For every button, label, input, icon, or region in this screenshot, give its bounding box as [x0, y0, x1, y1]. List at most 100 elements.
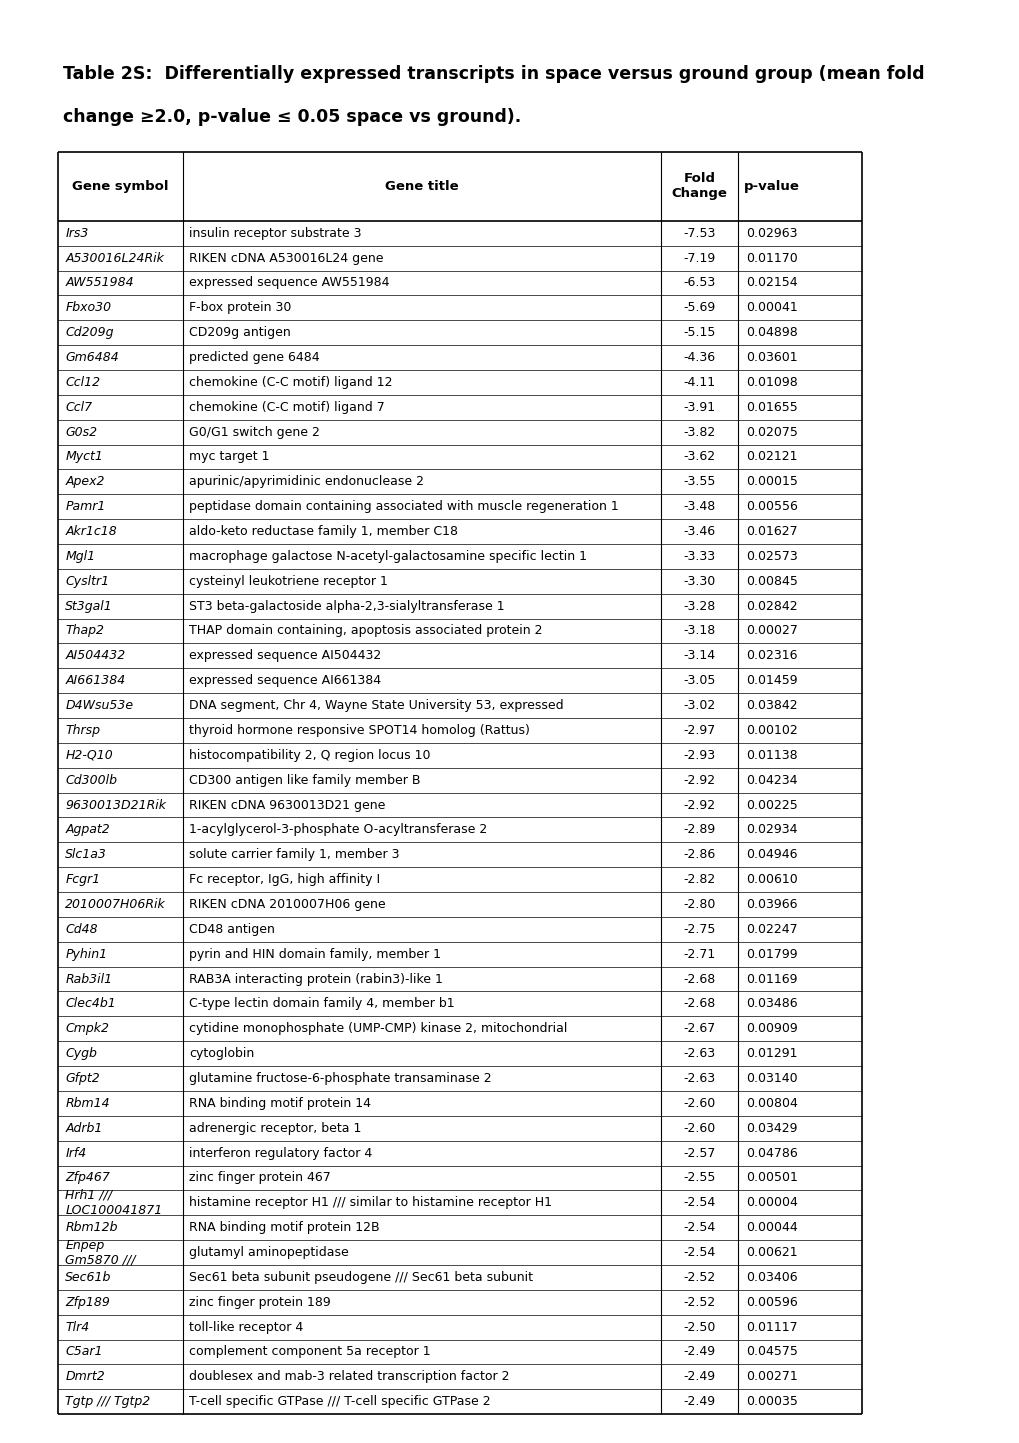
Text: 0.00015: 0.00015	[745, 475, 797, 488]
Text: 0.03406: 0.03406	[745, 1271, 797, 1284]
Text: Rbm14: Rbm14	[65, 1097, 110, 1110]
Text: Cd300lb: Cd300lb	[65, 773, 117, 786]
Text: Akr1c18: Akr1c18	[65, 525, 117, 538]
Text: Tlr4: Tlr4	[65, 1320, 90, 1333]
Text: G0s2: G0s2	[65, 426, 97, 439]
Text: -5.69: -5.69	[683, 302, 715, 315]
Text: Ccl7: Ccl7	[65, 401, 93, 414]
Text: Fbxo30: Fbxo30	[65, 302, 111, 315]
Text: -2.50: -2.50	[683, 1320, 715, 1333]
Text: Gfpt2: Gfpt2	[65, 1072, 100, 1085]
Text: myc target 1: myc target 1	[189, 450, 269, 463]
Text: 0.01291: 0.01291	[745, 1048, 797, 1061]
Text: adrenergic receptor, beta 1: adrenergic receptor, beta 1	[189, 1121, 361, 1134]
Text: T-cell specific GTPase /// T-cell specific GTPase 2: T-cell specific GTPase /// T-cell specif…	[189, 1395, 490, 1408]
Text: RAB3A interacting protein (rabin3)-like 1: RAB3A interacting protein (rabin3)-like …	[189, 973, 442, 986]
Text: 0.02316: 0.02316	[745, 649, 797, 662]
Text: 0.03601: 0.03601	[745, 351, 797, 364]
Text: 0.03429: 0.03429	[745, 1121, 797, 1134]
Text: Myct1: Myct1	[65, 450, 103, 463]
Text: predicted gene 6484: predicted gene 6484	[189, 351, 319, 364]
Text: Cd48: Cd48	[65, 924, 98, 937]
Text: 0.00027: 0.00027	[745, 625, 797, 638]
Text: -2.52: -2.52	[683, 1296, 715, 1309]
Text: chemokine (C-C motif) ligand 7: chemokine (C-C motif) ligand 7	[189, 401, 384, 414]
Text: -7.19: -7.19	[683, 251, 715, 264]
Text: Apex2: Apex2	[65, 475, 105, 488]
Text: 0.00556: 0.00556	[745, 501, 797, 514]
Text: glutamine fructose-6-phosphate transaminase 2: glutamine fructose-6-phosphate transamin…	[189, 1072, 491, 1085]
Text: 0.00271: 0.00271	[745, 1371, 797, 1384]
Text: RNA binding motif protein 12B: RNA binding motif protein 12B	[189, 1221, 379, 1234]
Text: 0.00621: 0.00621	[745, 1247, 797, 1260]
Text: Clec4b1: Clec4b1	[65, 997, 116, 1010]
Text: 0.04946: 0.04946	[745, 848, 797, 861]
Text: CD48 antigen: CD48 antigen	[189, 924, 274, 937]
Text: Irf4: Irf4	[65, 1147, 87, 1160]
Text: -3.14: -3.14	[683, 649, 714, 662]
Text: Fc receptor, IgG, high affinity I: Fc receptor, IgG, high affinity I	[189, 873, 380, 886]
Text: -2.92: -2.92	[683, 798, 714, 811]
Text: Thap2: Thap2	[65, 625, 104, 638]
Text: 0.02573: 0.02573	[745, 550, 797, 563]
Text: Pyhin1: Pyhin1	[65, 948, 107, 961]
Text: Mgl1: Mgl1	[65, 550, 95, 563]
Text: -2.55: -2.55	[683, 1172, 715, 1185]
Text: histamine receptor H1 /// similar to histamine receptor H1: histamine receptor H1 /// similar to his…	[189, 1196, 551, 1209]
Text: -2.54: -2.54	[683, 1221, 715, 1234]
Text: RIKEN cDNA 9630013D21 gene: RIKEN cDNA 9630013D21 gene	[189, 798, 385, 811]
Text: 0.00610: 0.00610	[745, 873, 797, 886]
Text: complement component 5a receptor 1: complement component 5a receptor 1	[189, 1345, 430, 1358]
Text: -7.53: -7.53	[683, 227, 715, 240]
Text: Gm6484: Gm6484	[65, 351, 119, 364]
Text: cysteinyl leukotriene receptor 1: cysteinyl leukotriene receptor 1	[189, 574, 387, 587]
Text: -2.67: -2.67	[683, 1022, 715, 1035]
Text: -3.62: -3.62	[683, 450, 714, 463]
Text: Fcgr1: Fcgr1	[65, 873, 100, 886]
Text: 0.00225: 0.00225	[745, 798, 797, 811]
Text: ST3 beta-galactoside alpha-2,3-sialyltransferase 1: ST3 beta-galactoside alpha-2,3-sialyltra…	[189, 600, 504, 613]
Text: -3.28: -3.28	[683, 600, 715, 613]
Text: -2.80: -2.80	[683, 898, 715, 911]
Text: St3gal1: St3gal1	[65, 600, 113, 613]
Text: expressed sequence AI661384: expressed sequence AI661384	[189, 674, 381, 687]
Text: 0.00044: 0.00044	[745, 1221, 797, 1234]
Text: interferon regulatory factor 4: interferon regulatory factor 4	[189, 1147, 372, 1160]
Text: 0.01459: 0.01459	[745, 674, 797, 687]
Text: expressed sequence AI504432: expressed sequence AI504432	[189, 649, 381, 662]
Text: 0.01655: 0.01655	[745, 401, 797, 414]
Text: 9630013D21Rik: 9630013D21Rik	[65, 798, 166, 811]
Text: DNA segment, Chr 4, Wayne State University 53, expressed: DNA segment, Chr 4, Wayne State Universi…	[189, 698, 564, 711]
Text: G0/G1 switch gene 2: G0/G1 switch gene 2	[189, 426, 320, 439]
Text: Zfp467: Zfp467	[65, 1172, 110, 1185]
Text: -2.52: -2.52	[683, 1271, 715, 1284]
Text: -2.49: -2.49	[683, 1345, 714, 1358]
Text: 0.02121: 0.02121	[745, 450, 797, 463]
Text: 0.03966: 0.03966	[745, 898, 797, 911]
Text: -6.53: -6.53	[683, 277, 715, 290]
Text: -3.18: -3.18	[683, 625, 715, 638]
Text: 0.04786: 0.04786	[745, 1147, 797, 1160]
Text: -2.86: -2.86	[683, 848, 715, 861]
Text: histocompatibility 2, Q region locus 10: histocompatibility 2, Q region locus 10	[189, 749, 430, 762]
Text: 0.01117: 0.01117	[745, 1320, 797, 1333]
Text: cytoglobin: cytoglobin	[189, 1048, 254, 1061]
Text: Cygb: Cygb	[65, 1048, 97, 1061]
Text: chemokine (C-C motif) ligand 12: chemokine (C-C motif) ligand 12	[189, 375, 392, 388]
Text: -2.49: -2.49	[683, 1371, 714, 1384]
Text: Pamr1: Pamr1	[65, 501, 106, 514]
Text: glutamyl aminopeptidase: glutamyl aminopeptidase	[189, 1247, 348, 1260]
Text: -2.54: -2.54	[683, 1247, 715, 1260]
Text: C-type lectin domain family 4, member b1: C-type lectin domain family 4, member b1	[189, 997, 454, 1010]
Text: Fold
Change: Fold Change	[671, 172, 727, 201]
Text: -2.92: -2.92	[683, 773, 714, 786]
Text: 0.00804: 0.00804	[745, 1097, 797, 1110]
Text: toll-like receptor 4: toll-like receptor 4	[189, 1320, 303, 1333]
Text: Hrh1 ///
LOC100041871: Hrh1 /// LOC100041871	[65, 1189, 162, 1216]
Text: Sec61 beta subunit pseudogene /// Sec61 beta subunit: Sec61 beta subunit pseudogene /// Sec61 …	[189, 1271, 533, 1284]
Text: THAP domain containing, apoptosis associated protein 2: THAP domain containing, apoptosis associ…	[189, 625, 542, 638]
Text: Cmpk2: Cmpk2	[65, 1022, 109, 1035]
Text: -2.57: -2.57	[683, 1147, 715, 1160]
Text: -2.71: -2.71	[683, 948, 715, 961]
Text: AI504432: AI504432	[65, 649, 125, 662]
